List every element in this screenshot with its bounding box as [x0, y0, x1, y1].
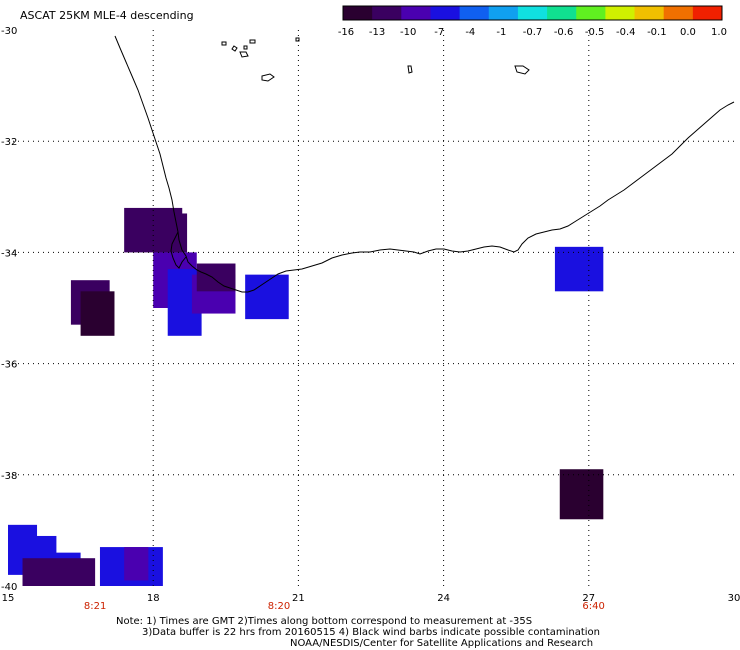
time-label: 8:20	[268, 601, 290, 612]
latitude-tick-labels: -30 -32 -34 -36 -38 -40	[1, 26, 17, 593]
latitude-label: -34	[1, 248, 17, 259]
colorbar-segment	[430, 6, 461, 20]
latitude-label: -30	[1, 26, 17, 37]
colorbar-segment	[459, 6, 490, 20]
island-8	[407, 65, 413, 74]
colorbar-segment	[343, 6, 373, 20]
coastline-west-south	[114, 35, 735, 293]
colorbar-segment	[517, 6, 548, 20]
wind-cell	[559, 469, 604, 520]
colorbar-tick-label: -16	[338, 27, 354, 38]
graticule-grid	[8, 30, 734, 586]
longitude-tick-labels: 15 18 21 24 27 30	[2, 593, 740, 604]
island-6	[261, 73, 275, 82]
latitude-label: -38	[1, 471, 17, 482]
latitude-label: -32	[1, 137, 17, 148]
coastline	[114, 35, 735, 293]
colorbar-tick-label: 1.0	[711, 27, 727, 38]
island-3	[239, 51, 249, 58]
longitude-label: 24	[437, 593, 450, 604]
wind-cell	[196, 263, 236, 292]
wind-cell	[245, 274, 289, 320]
wind-cell	[22, 558, 96, 586]
colorbar-legend	[342, 5, 723, 21]
colorbar-segment	[547, 6, 577, 20]
colorbar-tick-label: -0.6	[554, 27, 574, 38]
map-title: ASCAT 25KM MLE-4 descending	[20, 9, 194, 22]
wind-cell	[124, 547, 149, 581]
wind-cell	[554, 246, 604, 292]
colorbar-segment	[634, 6, 665, 20]
longitude-label: 15	[2, 593, 15, 604]
colorbar-tick-label: -0.7	[523, 27, 543, 38]
longitude-label: 30	[728, 593, 740, 604]
longitude-label: 21	[292, 593, 305, 604]
measurement-time-labels: 8:21 8:20 6:40	[84, 601, 605, 612]
longitude-label: 27	[582, 593, 595, 604]
colorbar-labels: -16 -13 -10 -7 -4 -1 -0.7 -0.6 -0.5 -0.4 -0.1 0.0 1.…	[338, 27, 727, 38]
footnote-line-1: Note: 1) Times are GMT 2)Times along bot…	[116, 616, 533, 627]
latitude-label: -36	[1, 360, 17, 371]
colorbar-segment	[488, 6, 519, 20]
colorbar-segment	[372, 6, 402, 20]
coastline-cape-peninsula	[170, 231, 187, 269]
colorbar-segment	[663, 6, 694, 20]
time-label: 6:40	[582, 601, 604, 612]
island-4	[243, 45, 248, 50]
colorbar-tick-label: -7	[434, 27, 444, 38]
colorbar-tick-label: -10	[400, 27, 416, 38]
wind-cell	[80, 291, 115, 336]
colorbar-tick-label: -0.5	[585, 27, 605, 38]
colorbar-segment	[605, 6, 636, 20]
colorbar-tick-label: -0.4	[616, 27, 636, 38]
colorbar-segment	[692, 6, 723, 20]
colorbar-tick-label: -0.1	[647, 27, 667, 38]
footnote-line-2: 3)Data buffer is 22 hrs from 20160515 4)…	[142, 627, 600, 638]
island-2	[231, 45, 238, 52]
colorbar-tick-label: -4	[465, 27, 475, 38]
colorbar-segment	[401, 6, 431, 20]
island-9	[514, 65, 530, 75]
time-label: 8:21	[84, 601, 106, 612]
wind-speed-cells	[8, 207, 604, 586]
footnote-line-3: NOAA/NESDIS/Center for Satellite Applica…	[290, 638, 594, 649]
colorbar-tick-label: 0.0	[680, 27, 696, 38]
wind-cell	[153, 213, 188, 253]
colorbar-frame	[342, 5, 723, 21]
colorbar-segment	[576, 6, 606, 20]
latitude-label: -40	[1, 582, 17, 593]
colorbar-tick-label: -13	[369, 27, 385, 38]
island-5	[249, 39, 256, 44]
island-7	[295, 37, 300, 42]
colorbar-tick-label: -1	[496, 27, 506, 38]
longitude-label: 18	[147, 593, 160, 604]
island-1	[221, 41, 227, 46]
